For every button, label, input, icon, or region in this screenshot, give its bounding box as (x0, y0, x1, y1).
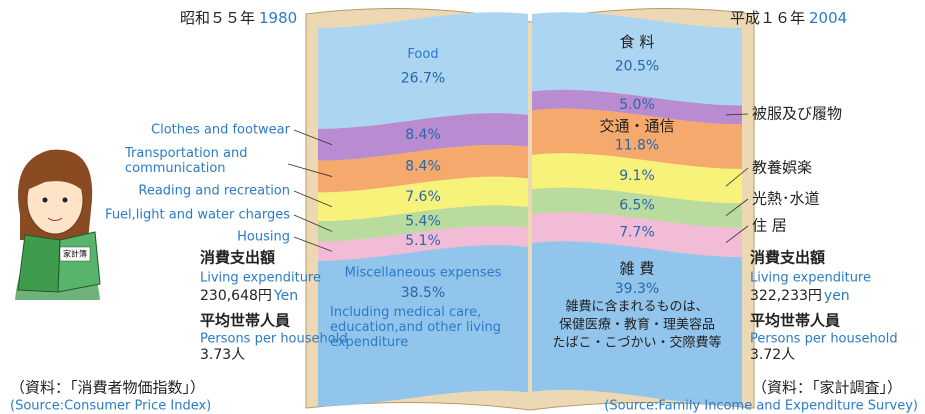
expense-band (318, 245, 528, 407)
year: 2004 (809, 9, 847, 27)
panel-heading-en: Living expenditure (750, 271, 871, 286)
expense-band (532, 89, 742, 125)
note-ja: 保健医療・教育・理美容品 (559, 317, 715, 333)
expense-band (318, 176, 528, 222)
amount-unit: yen (824, 288, 850, 304)
note-ja: 雑費に含まれるものは、 (565, 299, 708, 315)
source-en: (Source:Family Income and Expenditure Su… (604, 399, 918, 414)
era: 平成１６年 (730, 9, 805, 27)
mascot: 家計簿 (15, 149, 101, 300)
value-label: 6.5% (619, 198, 655, 214)
value-label: 26.7% (401, 70, 445, 86)
source-en: (Source:Consumer Price Index) (10, 399, 211, 414)
value-label: 11.8% (615, 138, 659, 154)
value-label: 7.6% (405, 189, 441, 205)
leader-line (287, 163, 333, 177)
persons-heading: 平均世帯人員 (750, 312, 840, 330)
category-label-ja: 被服及び履物 (752, 105, 842, 123)
leader-line (293, 190, 333, 208)
value-label: 8.4% (405, 159, 441, 175)
category-label-ja: 雑 費 (620, 260, 655, 278)
expense-band (532, 153, 742, 204)
leader-line (293, 214, 333, 232)
persons-en: Persons per household (750, 332, 898, 347)
category-label-box: Transportation and communication (125, 146, 248, 176)
category-label-ja: 交通・通信 (599, 117, 674, 135)
category-label: Fuel,light and water charges (105, 208, 290, 223)
expense-band (318, 113, 528, 161)
expense-band (318, 144, 528, 193)
value-label: 9.1% (619, 168, 655, 184)
expense-band (532, 12, 742, 106)
note-en: Including medical care, education,and ot… (330, 304, 502, 350)
value-label: 5.1% (405, 233, 441, 249)
expense-band (532, 187, 742, 228)
value-label: 5.0% (619, 97, 655, 113)
leader-line (725, 198, 749, 216)
mascot-book-label: 家計簿 (63, 249, 87, 259)
era-heading: 平成１６年 2004 (730, 9, 847, 27)
category-label-ja: 食 料 (620, 33, 655, 51)
category-label-ja: 教養娯楽 (752, 159, 812, 177)
persons-en: Persons per household (200, 332, 348, 347)
panel-heading: 消費支出額 (750, 249, 825, 267)
panel-heading: 消費支出額 (200, 249, 275, 267)
expense-band (318, 12, 528, 129)
category-label: Transportation and communication (125, 146, 248, 176)
category-label: Clothes and footwear (151, 123, 291, 138)
amount: 230,648円 Yen (200, 288, 298, 304)
persons-value: 3.73人 (200, 347, 245, 363)
category-label: Housing (237, 230, 290, 245)
value-label: 39.3% (615, 281, 659, 297)
amount-value: 230,648円 (200, 288, 272, 304)
expense-band (318, 205, 528, 242)
leader-line (725, 113, 749, 116)
era-heading: 昭和５５年 1980 (180, 9, 297, 27)
persons-value: 3.72人 (750, 347, 795, 363)
expense-band (532, 241, 742, 406)
persons-heading: 平均世帯人員 (200, 312, 290, 330)
note-en-box: Including medical care, education,and ot… (330, 304, 502, 350)
leader-line (725, 225, 749, 243)
value-label: 5.4% (405, 213, 441, 229)
expense-band (532, 108, 742, 169)
leader-line (293, 129, 333, 146)
value-label: 20.5% (615, 59, 659, 75)
expense-band (532, 212, 742, 258)
amount-value: 322,233円 (750, 288, 822, 304)
note-ja: たばこ・こづかい・交際費等 (552, 335, 721, 351)
source-ja: （資料：「家計調査」） (752, 379, 902, 397)
source-ja: （資料：「消費者物価指数」） (10, 379, 205, 397)
amount: 322,233円 yen (750, 288, 850, 304)
value-label: 8.4% (405, 127, 441, 143)
value-label: 38.5% (401, 285, 445, 301)
expense-band (318, 225, 528, 261)
panel-heading-en: Living expenditure (200, 271, 321, 286)
leader-line (293, 236, 333, 252)
era: 昭和５５年 (180, 9, 255, 27)
category-label: Miscellaneous expenses (345, 265, 502, 280)
leader-line (725, 167, 749, 187)
category-label: Food (407, 47, 438, 62)
amount-unit: Yen (273, 288, 298, 304)
value-label: 7.7% (619, 225, 655, 241)
category-label: Reading and recreation (138, 184, 290, 199)
category-label-ja: 光熱･水道 (752, 190, 820, 208)
category-label-ja: 住 居 (752, 217, 787, 235)
year: 1980 (259, 9, 297, 27)
